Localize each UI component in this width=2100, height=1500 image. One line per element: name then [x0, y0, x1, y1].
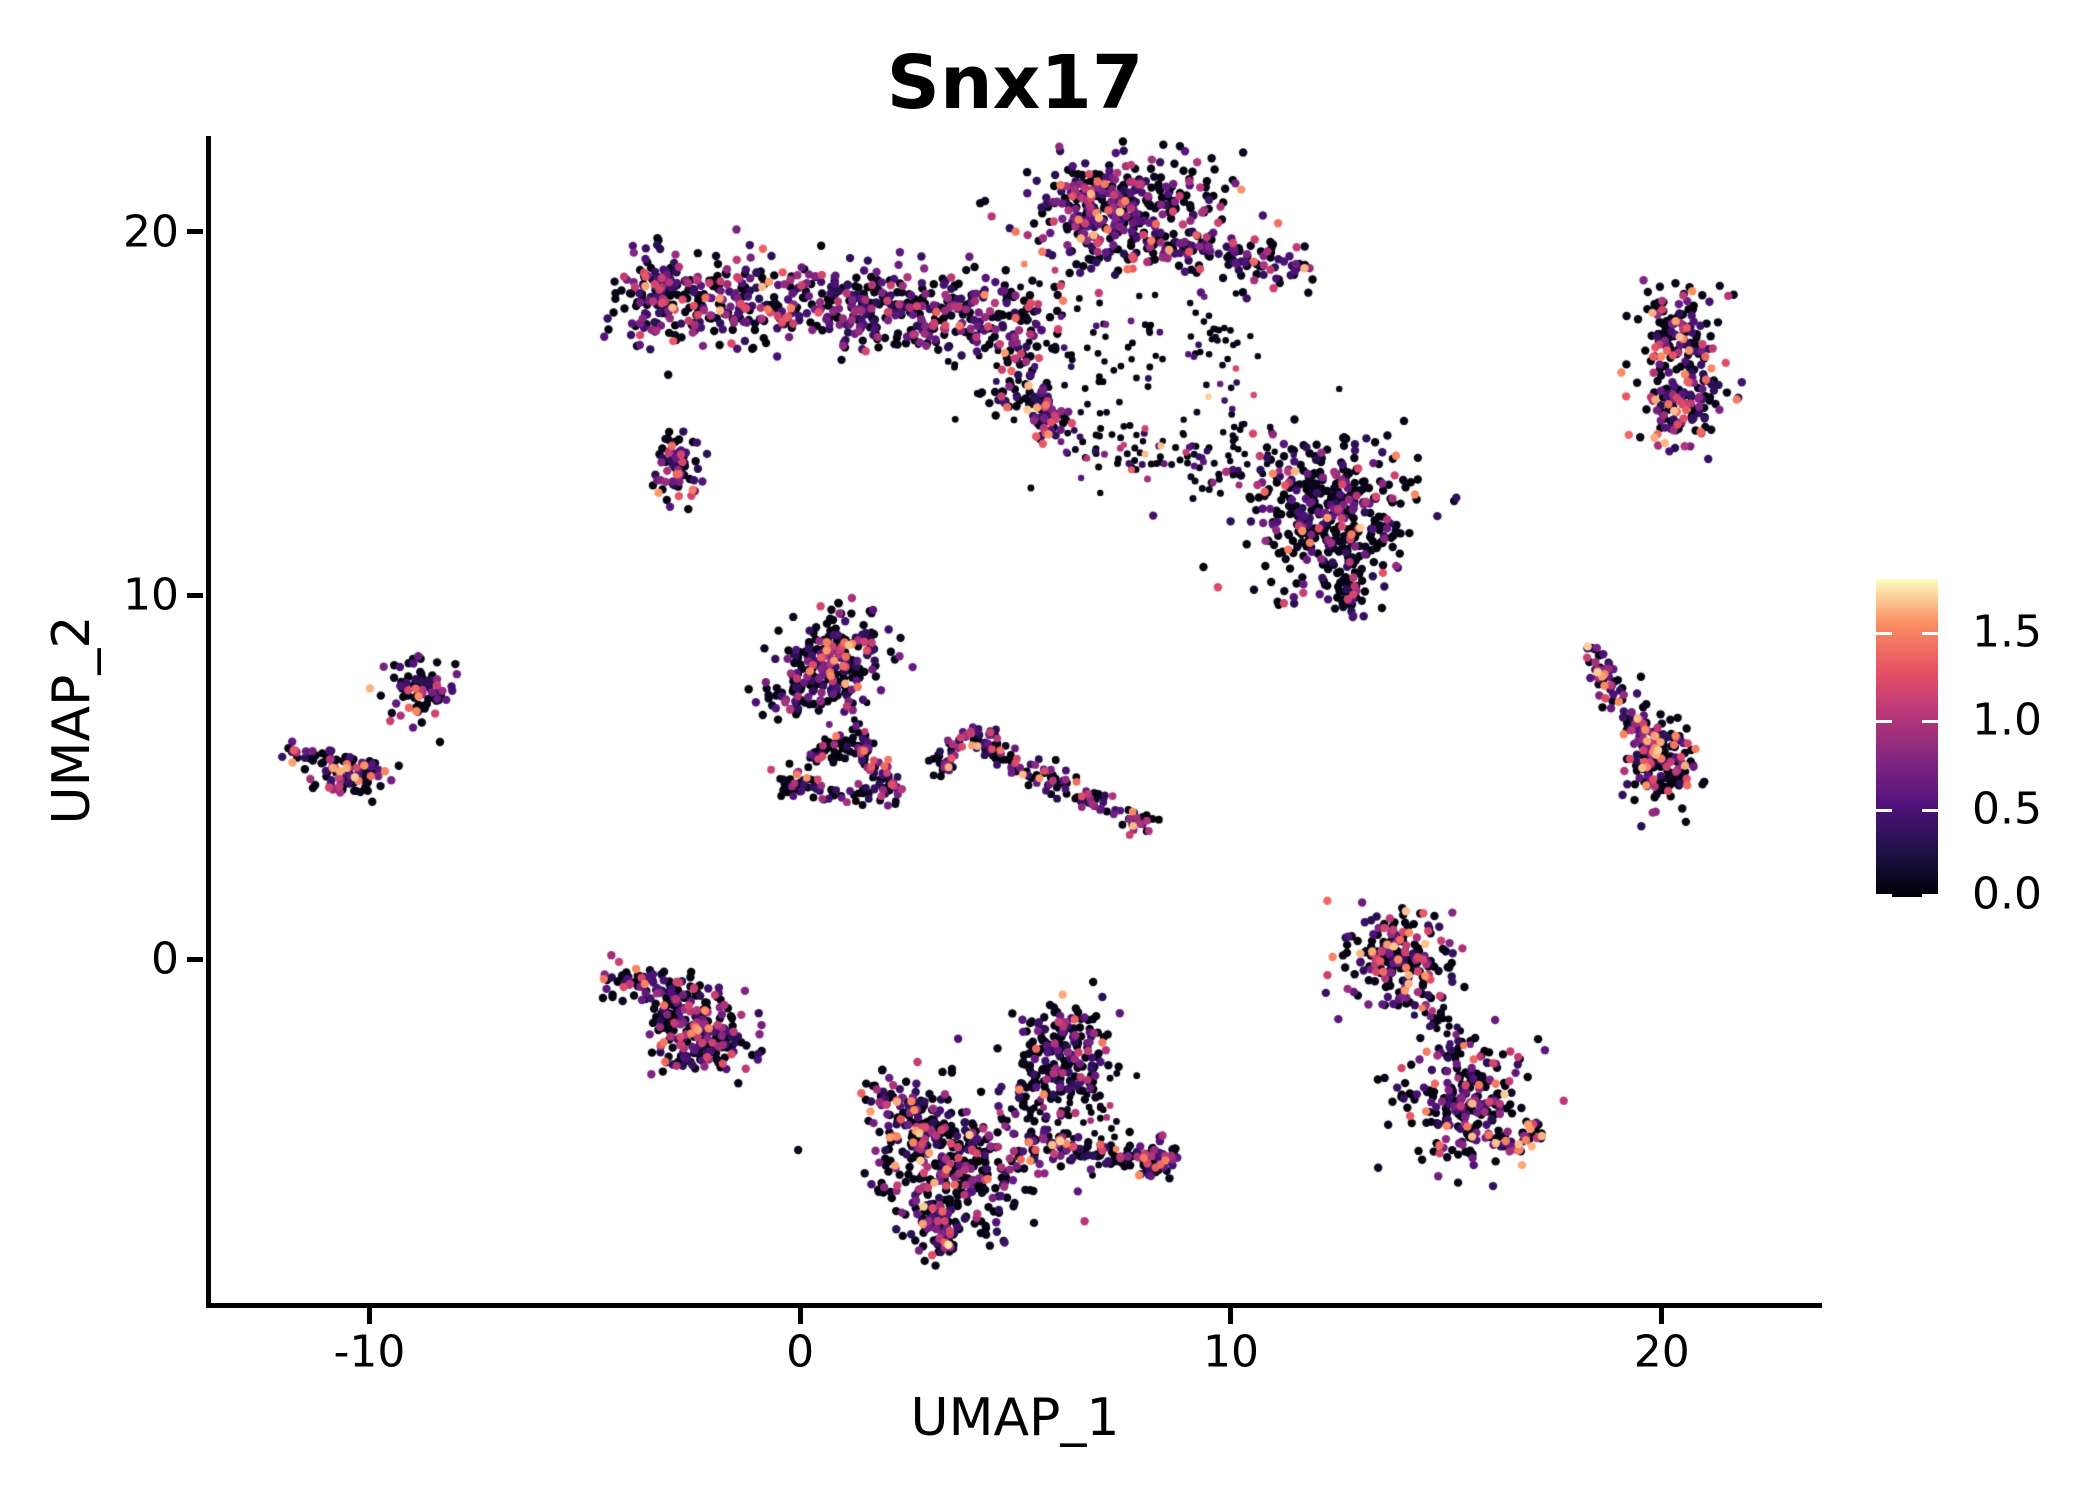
colorbar-tick-mark [1876, 894, 1892, 897]
y-tick-mark [187, 592, 203, 598]
x-axis-line [206, 1303, 1822, 1308]
colorbar [1876, 579, 1938, 897]
chart-title: Snx17 [886, 40, 1144, 126]
x-tick-mark [1659, 1308, 1665, 1324]
colorbar-tick-mark [1922, 720, 1938, 724]
y-tick-label: 0 [151, 933, 179, 985]
colorbar-tick-mark [1922, 894, 1938, 897]
colorbar-tick-mark [1876, 808, 1892, 812]
colorbar-tick-mark [1876, 632, 1892, 635]
colorbar-tick-label: 1.0 [1972, 694, 2042, 746]
colorbar-tick-label: 1.5 [1972, 606, 2042, 658]
colorbar-gradient [1876, 579, 1938, 897]
x-axis-title: UMAP_1 [910, 1388, 1120, 1448]
y-tick-mark [187, 229, 203, 235]
y-axis-line [206, 136, 211, 1308]
y-tick-mark [187, 956, 203, 962]
x-tick-mark [1228, 1308, 1234, 1324]
x-tick-mark [366, 1308, 372, 1324]
x-tick-label: -10 [333, 1326, 406, 1378]
y-axis-title: UMAP_2 [42, 615, 102, 825]
colorbar-tick-mark [1876, 720, 1892, 724]
colorbar-tick-mark [1922, 808, 1938, 812]
colorbar-tick-mark [1922, 632, 1938, 635]
x-tick-label: 20 [1633, 1326, 1690, 1378]
colorbar-tick-label: 0.5 [1972, 783, 2042, 835]
colorbar-tick-label: 0.0 [1972, 868, 2042, 920]
y-tick-label: 10 [123, 569, 179, 621]
y-tick-label: 20 [123, 206, 179, 258]
x-tick-mark [797, 1308, 803, 1324]
x-tick-label: 10 [1202, 1326, 1259, 1378]
x-tick-label: 0 [786, 1326, 815, 1378]
